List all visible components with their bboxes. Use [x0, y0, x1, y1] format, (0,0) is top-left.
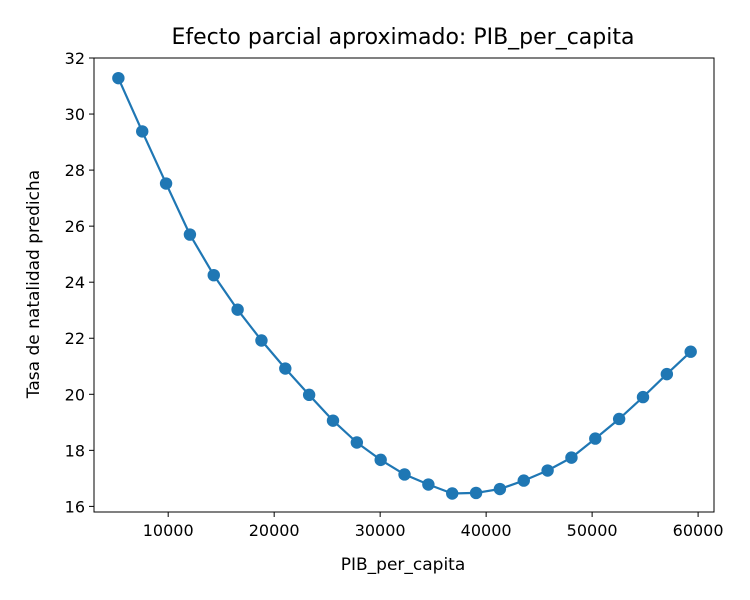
data-point: [446, 487, 459, 500]
y-tick-label: 24: [65, 273, 85, 292]
data-point: [493, 482, 507, 496]
data-point: [541, 464, 554, 477]
x-tick-label: 40000: [461, 521, 512, 540]
x-tick-label: 30000: [355, 521, 406, 540]
y-tick-label: 22: [65, 329, 85, 348]
y-tick-label: 30: [65, 105, 85, 124]
y-tick-label: 26: [65, 217, 85, 236]
y-tick-label: 16: [65, 497, 85, 516]
y-tick-label: 20: [65, 385, 85, 404]
x-tick-label: 60000: [673, 521, 724, 540]
series-layer: [112, 71, 697, 500]
x-tick-label: 50000: [567, 521, 618, 540]
data-point: [112, 71, 125, 85]
data-point: [660, 367, 674, 381]
data-point: [589, 432, 602, 445]
x-axis-label: PIB_per_capita: [341, 555, 466, 575]
chart-title: Efecto parcial aproximado: PIB_per_capit…: [172, 25, 635, 50]
plot-area: [93, 57, 715, 513]
data-point: [636, 390, 650, 404]
x-axis: 10000 20000 30000 40000 50000 60000: [143, 512, 724, 540]
data-point: [684, 345, 697, 358]
data-point: [159, 177, 173, 190]
data-point: [183, 228, 197, 241]
y-tick-label: 28: [65, 161, 85, 180]
data-point: [326, 414, 340, 427]
data-point: [398, 468, 411, 481]
y-axis: 16 18 20 22 24 26 28 30 32: [65, 49, 94, 516]
y-tick-label: 32: [65, 49, 85, 68]
data-point: [302, 388, 316, 402]
data-point: [207, 268, 220, 282]
x-tick-label: 20000: [249, 521, 300, 540]
data-point: [565, 451, 578, 464]
axes-frame: [93, 57, 715, 513]
data-point: [469, 486, 483, 500]
data-point: [517, 474, 530, 487]
y-tick-label: 18: [65, 441, 85, 460]
data-point: [279, 362, 292, 375]
data-point: [255, 334, 268, 347]
data-point: [374, 453, 387, 467]
data-point: [612, 412, 626, 426]
data-point: [422, 478, 435, 491]
y-axis-label: Tasa de natalidad predicha: [24, 170, 44, 399]
data-point: [350, 436, 364, 449]
x-tick-label: 10000: [143, 521, 194, 540]
data-point: [231, 303, 244, 316]
data-point: [136, 125, 149, 138]
